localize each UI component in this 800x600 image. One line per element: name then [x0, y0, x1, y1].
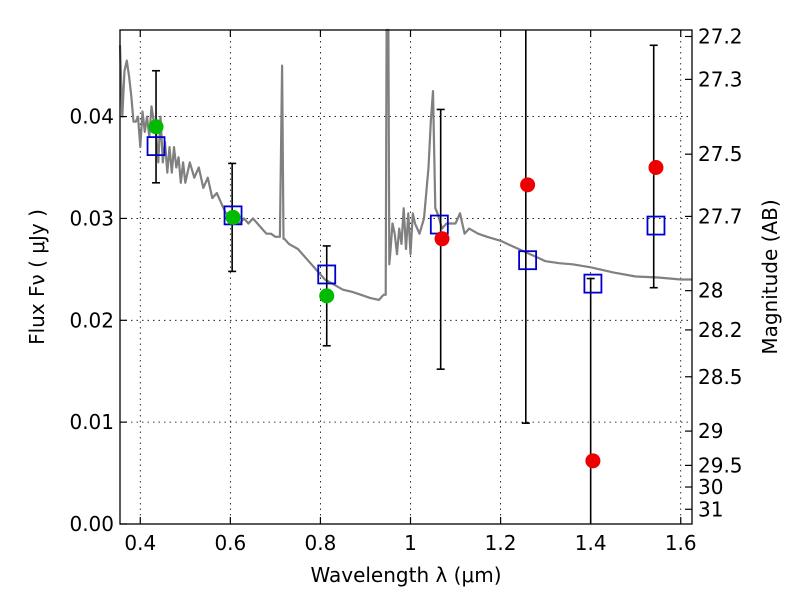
y2-axis-label: Magnitude (AB)	[758, 199, 782, 354]
red-data-point	[434, 231, 450, 247]
plot-frame	[119, 29, 693, 525]
y2-tick-label: 27.2	[698, 24, 743, 48]
y2-tick-label: 29.5	[698, 453, 743, 477]
y2-tick-label: 28.2	[698, 318, 743, 342]
y2-tick-label: 29	[698, 419, 723, 443]
x-tick-label: 1	[404, 531, 417, 555]
model-box-layer	[146, 136, 666, 294]
x-tick-label: 1.2	[485, 531, 517, 555]
x-axis-label: Wavelength λ (μm)	[310, 563, 501, 587]
green-data-point	[148, 119, 164, 135]
y2-tick-label: 31	[698, 497, 723, 521]
y-tick-label: 0.02	[69, 308, 114, 332]
green-data-point	[319, 288, 335, 304]
y-tick-label: 0.00	[69, 512, 114, 536]
red-data-point	[585, 453, 601, 469]
y2-tick-label: 28.5	[698, 365, 743, 389]
errorbar-layer	[152, 30, 658, 524]
x-tick-label: 0.6	[214, 531, 246, 555]
y-tick-label: 0.01	[69, 410, 114, 434]
model-box	[146, 136, 166, 157]
y2-tick-label: 30	[698, 475, 723, 499]
x-tick-label: 1.4	[575, 531, 607, 555]
y2-tick-label: 28	[698, 279, 723, 303]
model-box	[317, 264, 337, 285]
y2-tick-label: 27.7	[698, 204, 743, 228]
red-data-point	[648, 160, 664, 176]
green-data-point	[225, 209, 241, 225]
red-data-point	[520, 177, 536, 193]
model-box	[646, 215, 666, 236]
y-tick-label: 0.04	[69, 105, 114, 129]
x-tick-label: 0.4	[124, 531, 156, 555]
y2-tick-label: 27.3	[698, 67, 743, 91]
tick-layer: 0.4 0.6 0.8 1 1.2 1.4 1.6 0.00 0.01 0.02 0.03 0.04 2…	[69, 24, 742, 555]
point-layer	[148, 119, 664, 469]
x-tick-label: 0.8	[305, 531, 337, 555]
y2-tick-label: 27.5	[698, 142, 743, 166]
y-axis-label: Flux Fν ( μJy )	[25, 209, 49, 345]
y-tick-label: 0.03	[69, 206, 114, 230]
x-tick-label: 1.6	[665, 531, 697, 555]
model-box	[583, 273, 603, 294]
template-spectrum-line	[118, 28, 692, 301]
model-box	[518, 250, 538, 271]
